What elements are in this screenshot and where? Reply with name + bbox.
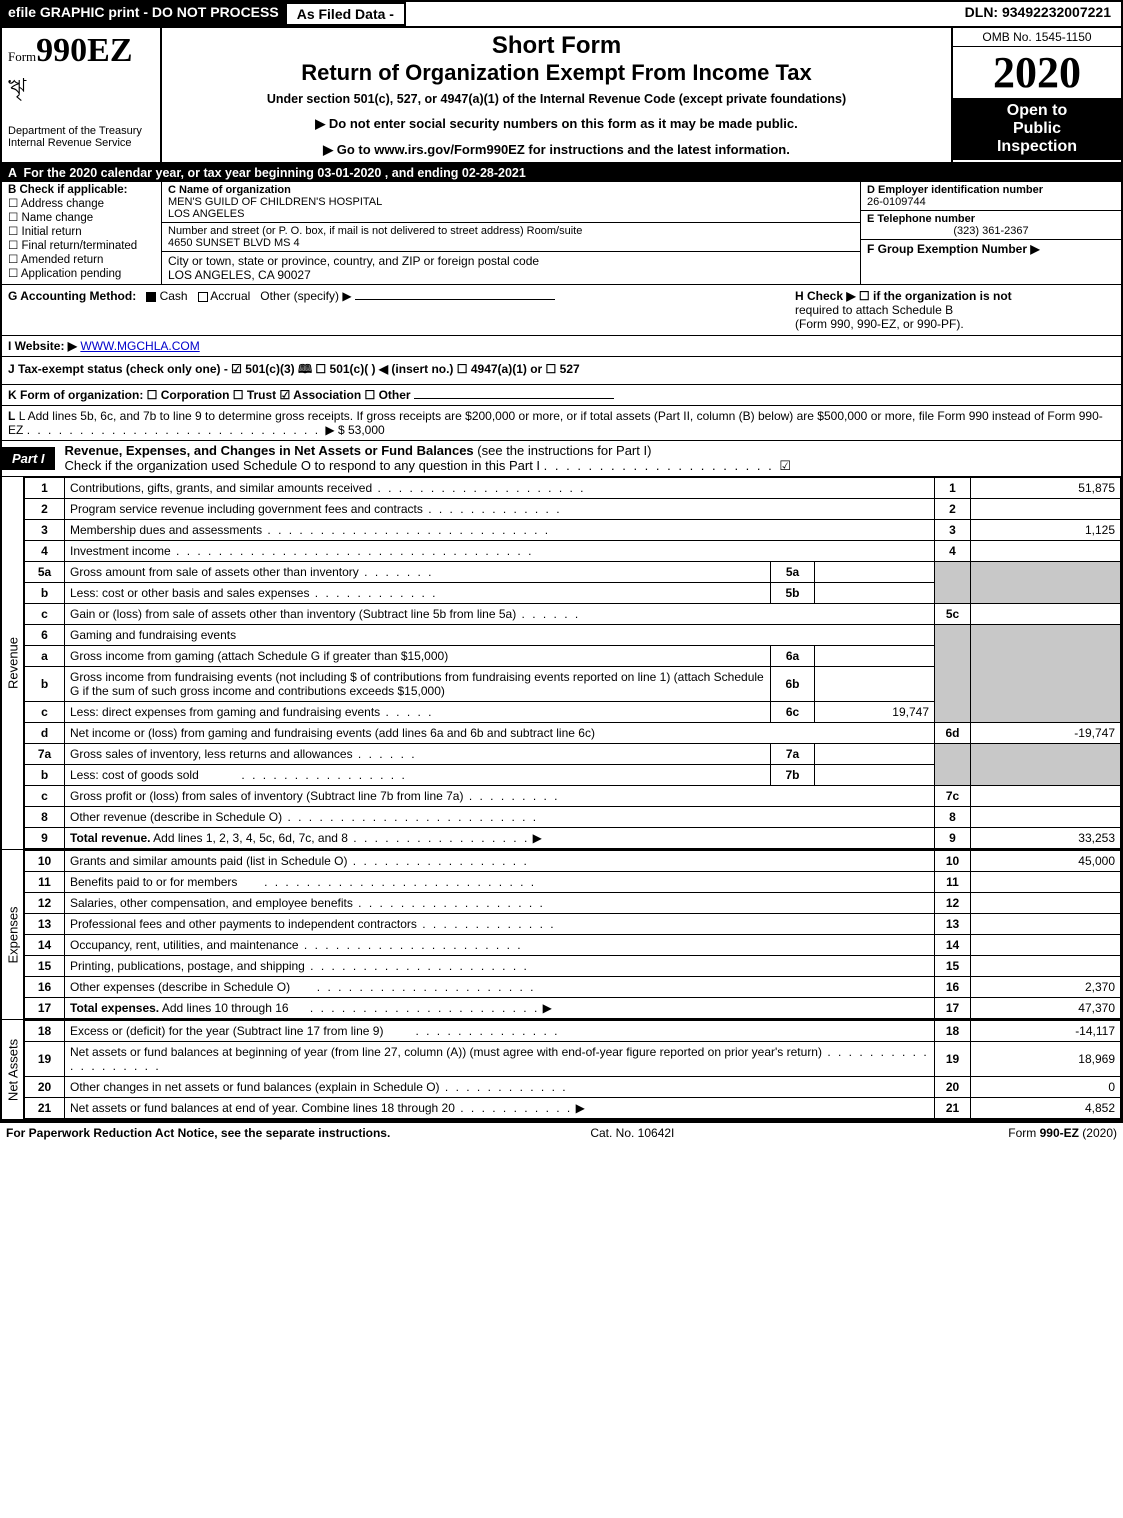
- org-city: LOS ANGELES, CA 90027: [168, 268, 311, 282]
- val-6d: -19,747: [971, 723, 1121, 744]
- parti-checkmark: ☑: [779, 458, 791, 473]
- org-name-1: MEN'S GUILD OF CHILDREN'S HOSPITAL: [168, 196, 382, 208]
- line-i: I Website: ▶ WWW.MGCHLA.COM: [2, 336, 1121, 357]
- netassets-side-label: Net Assets: [2, 1020, 24, 1119]
- line-h: H Check ▶ ☐ if the organization is not r…: [795, 289, 1115, 331]
- val-18: -14,117: [971, 1021, 1121, 1042]
- val-1: 51,875: [971, 478, 1121, 499]
- form-title-cell: Short Form Return of Organization Exempt…: [162, 28, 951, 162]
- top-header: efile GRAPHIC print - DO NOT PROCESS As …: [2, 2, 1121, 28]
- other-method-input[interactable]: [355, 299, 555, 300]
- chk-amended-return[interactable]: Amended return: [8, 252, 155, 266]
- val-17: 47,370: [971, 998, 1121, 1019]
- ein-value: 26-0109744: [867, 196, 926, 208]
- expenses-side-label: Expenses: [2, 850, 24, 1019]
- blocks-bcdef: B Check if applicable: Address change Na…: [2, 182, 1121, 285]
- line-a: A For the 2020 calendar year, or tax yea…: [2, 164, 1121, 182]
- form-year-cell: OMB No. 1545-1150 2020 Open to Public In…: [951, 28, 1121, 162]
- netassets-table: 18Excess or (deficit) for the year (Subt…: [24, 1020, 1121, 1119]
- val-7a: [815, 744, 935, 765]
- block-def: D Employer identification number 26-0109…: [861, 182, 1121, 284]
- chk-cash[interactable]: [146, 292, 156, 302]
- revenue-side-label: Revenue: [2, 477, 24, 849]
- val-2: [971, 499, 1121, 520]
- val-21: 4,852: [971, 1098, 1121, 1119]
- block-c: C Name of organization MEN'S GUILD OF CH…: [162, 182, 861, 284]
- val-19: 18,969: [971, 1042, 1121, 1077]
- form-main-title: Return of Organization Exempt From Incom…: [172, 60, 941, 86]
- org-name-2: LOS ANGELES: [168, 208, 244, 220]
- tax-year: 2020: [953, 47, 1121, 98]
- footer: For Paperwork Reduction Act Notice, see …: [0, 1123, 1123, 1143]
- val-8: [971, 807, 1121, 828]
- website-link[interactable]: WWW.MGCHLA.COM: [80, 339, 199, 353]
- no-ssn-notice: ▶ Do not enter social security numbers o…: [172, 116, 941, 132]
- line-g: G Accounting Method: Cash Accrual Other …: [8, 289, 555, 331]
- line-j: J Tax-exempt status (check only one) - ☑…: [2, 357, 1121, 385]
- val-5a: [815, 562, 935, 583]
- val-20: 0: [971, 1077, 1121, 1098]
- gross-receipts-value: 53,000: [348, 423, 385, 437]
- footer-left: For Paperwork Reduction Act Notice, see …: [6, 1126, 390, 1140]
- chk-address-change[interactable]: Address change: [8, 196, 155, 210]
- footer-catno: Cat. No. 10642I: [590, 1126, 674, 1140]
- val-5b: [815, 583, 935, 604]
- treasury-seal-icon: ৠ: [8, 70, 154, 107]
- val-15: [971, 956, 1121, 977]
- form-header: Form990EZ ৠ Department of the Treasury I…: [2, 28, 1121, 164]
- expenses-table: 10Grants and similar amounts paid (list …: [24, 850, 1121, 1019]
- val-6b: [815, 667, 935, 702]
- dept-treasury-label: Department of the Treasury: [8, 125, 154, 137]
- val-5c: [971, 604, 1121, 625]
- val-6c: 19,747: [815, 702, 935, 723]
- val-13: [971, 914, 1121, 935]
- other-org-input[interactable]: [414, 398, 614, 399]
- dln-label: DLN: 93492232007221: [955, 2, 1121, 26]
- efile-banner: efile GRAPHIC print - DO NOT PROCESS: [2, 2, 285, 26]
- chk-name-change[interactable]: Name change: [8, 210, 155, 224]
- form-container: efile GRAPHIC print - DO NOT PROCESS As …: [0, 0, 1123, 1123]
- chk-accrual[interactable]: [198, 292, 208, 302]
- val-9: 33,253: [971, 828, 1121, 849]
- val-10: 45,000: [971, 851, 1121, 872]
- val-14: [971, 935, 1121, 956]
- form-number-cell: Form990EZ ৠ Department of the Treasury I…: [2, 28, 162, 162]
- chk-final-return[interactable]: Final return/terminated: [8, 238, 155, 252]
- short-form-title: Short Form: [172, 32, 941, 60]
- omb-number: OMB No. 1545-1150: [953, 28, 1121, 47]
- block-b: B Check if applicable: Address change Na…: [2, 182, 162, 284]
- expenses-section: Expenses 10Grants and similar amounts pa…: [2, 850, 1121, 1020]
- val-3: 1,125: [971, 520, 1121, 541]
- as-filed-label: As Filed Data -: [285, 2, 406, 26]
- val-4: [971, 541, 1121, 562]
- val-12: [971, 893, 1121, 914]
- line-k: K Form of organization: ☐ Corporation ☐ …: [2, 385, 1121, 406]
- chk-application-pending[interactable]: Application pending: [8, 266, 155, 280]
- part1-header: Part I Revenue, Expenses, and Changes in…: [2, 441, 1121, 477]
- open-public-badge: Open to Public Inspection: [953, 98, 1121, 160]
- irs-label: Internal Revenue Service: [8, 137, 154, 149]
- goto-link[interactable]: ▶ Go to www.irs.gov/Form990EZ for instru…: [172, 142, 941, 158]
- line-g-h: G Accounting Method: Cash Accrual Other …: [2, 285, 1121, 336]
- revenue-table: 1Contributions, gifts, grants, and simil…: [24, 477, 1121, 849]
- val-16: 2,370: [971, 977, 1121, 998]
- val-11: [971, 872, 1121, 893]
- form-990ez-label: Form990EZ: [8, 32, 154, 70]
- val-7b: [815, 765, 935, 786]
- val-7c: [971, 786, 1121, 807]
- chk-initial-return[interactable]: Initial return: [8, 224, 155, 238]
- revenue-section: Revenue 1Contributions, gifts, grants, a…: [2, 477, 1121, 850]
- footer-formno: Form 990-EZ (2020): [1008, 1126, 1117, 1140]
- line-l: L L Add lines 5b, 6c, and 7b to line 9 t…: [2, 406, 1121, 441]
- org-address: 4650 SUNSET BLVD MS 4: [168, 237, 300, 249]
- val-6a: [815, 646, 935, 667]
- netassets-section: Net Assets 18Excess or (deficit) for the…: [2, 1020, 1121, 1121]
- telephone-value: (323) 361-2367: [867, 225, 1115, 237]
- under-section-text: Under section 501(c), 527, or 4947(a)(1)…: [172, 92, 941, 106]
